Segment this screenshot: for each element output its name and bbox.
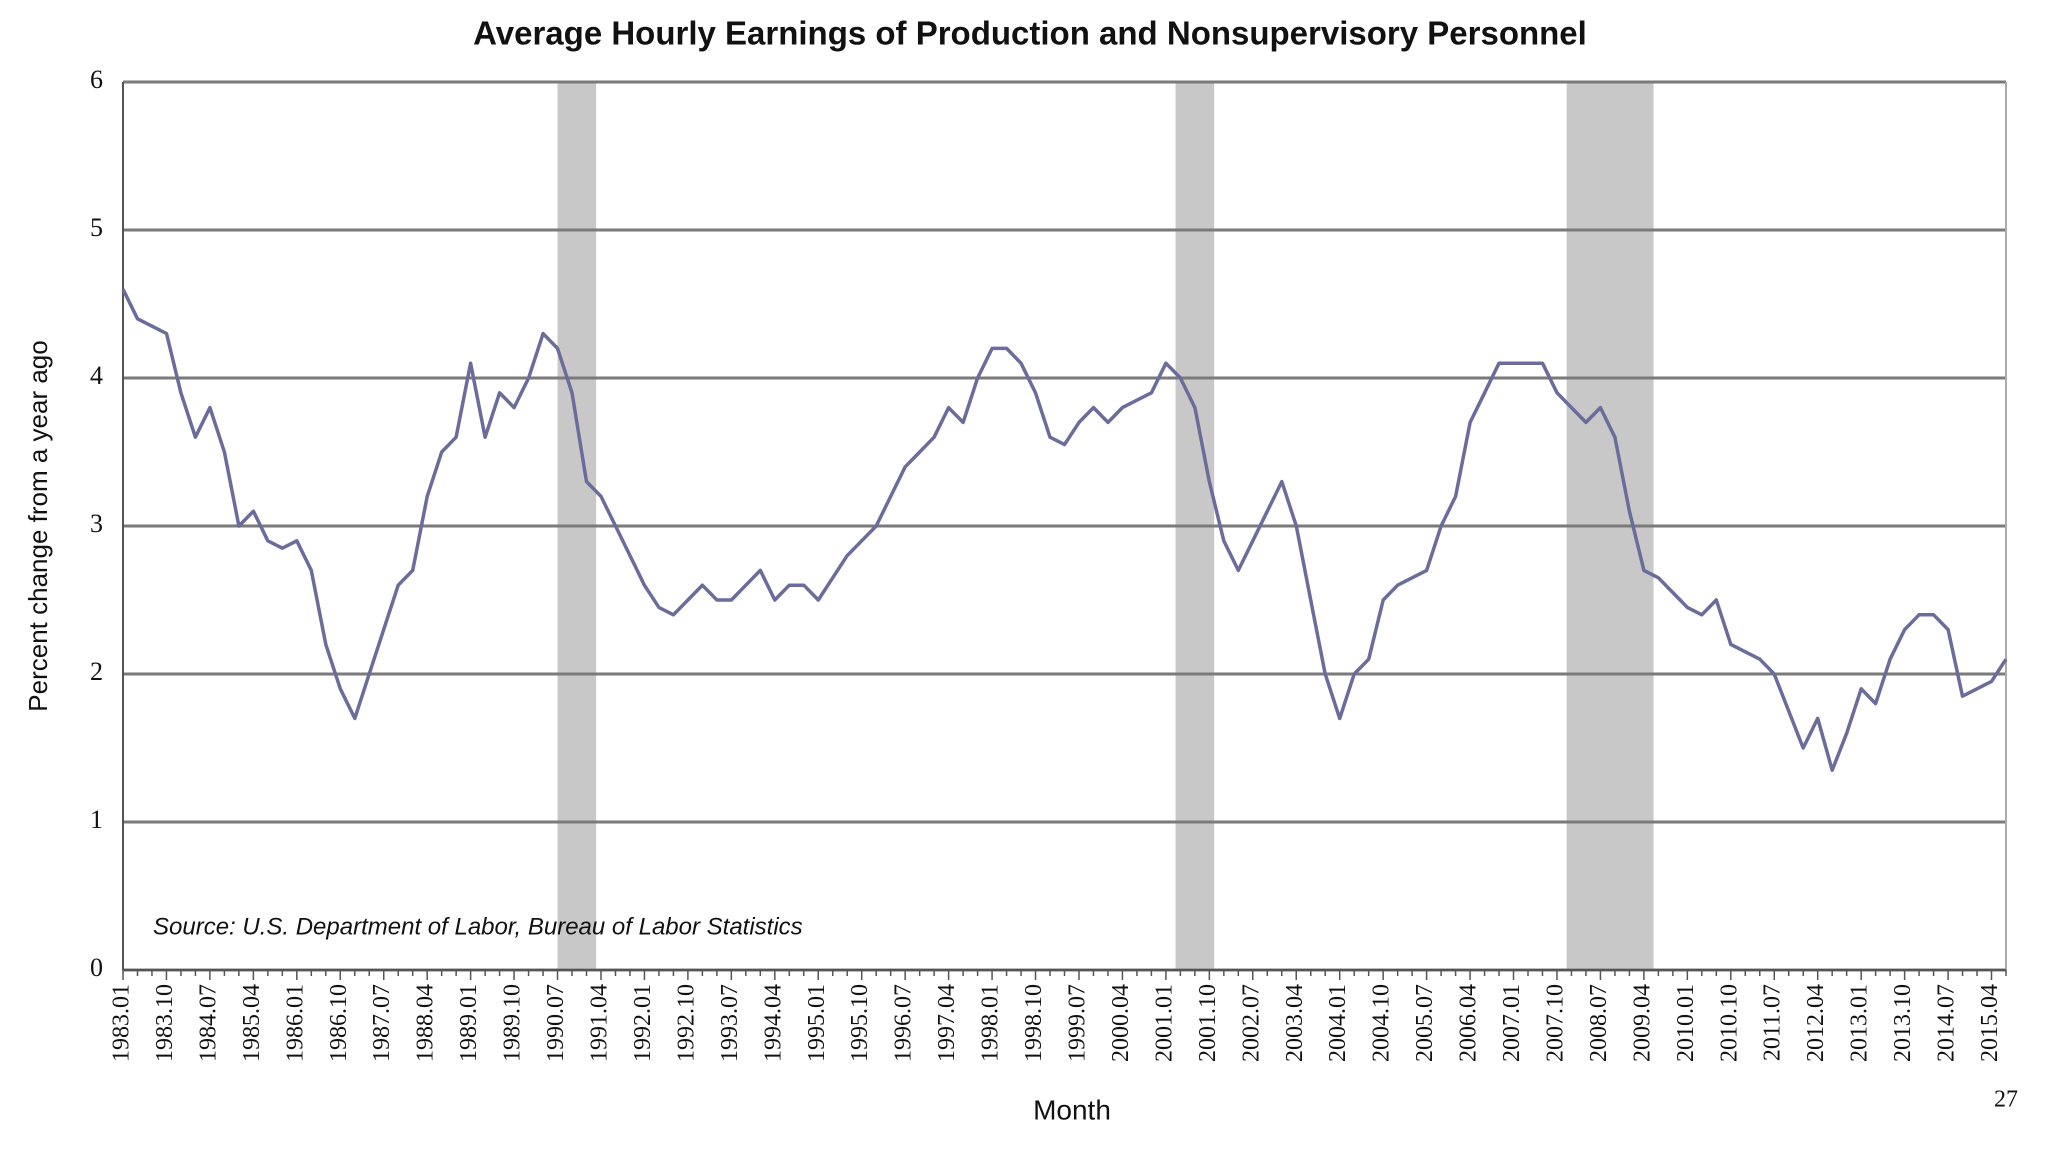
y-axis-label: Percent change from a year ago bbox=[23, 340, 53, 711]
x-tick-label: 1988.04 bbox=[413, 984, 439, 1062]
y-tick-label: 3 bbox=[90, 509, 103, 538]
x-tick-label: 2010.10 bbox=[1716, 984, 1742, 1062]
x-tick-label: 2006.04 bbox=[1456, 984, 1482, 1062]
x-tick-label: 2007.10 bbox=[1542, 984, 1568, 1062]
x-tick-label: 1991.04 bbox=[586, 984, 612, 1062]
x-tick-label: 1993.07 bbox=[717, 984, 743, 1062]
x-tick-label: 2002.07 bbox=[1238, 984, 1264, 1062]
chart-title: Average Hourly Earnings of Production an… bbox=[473, 15, 1587, 52]
x-tick-label: 2012.04 bbox=[1803, 984, 1829, 1062]
y-tick-label: 0 bbox=[90, 953, 103, 982]
y-tick-label: 2 bbox=[90, 657, 103, 686]
x-tick-label: 2008.07 bbox=[1586, 984, 1612, 1062]
x-tick-label: 2014.07 bbox=[1934, 984, 1960, 1062]
x-tick-label: 1983.10 bbox=[152, 984, 178, 1062]
page-number: 27 bbox=[1994, 1087, 2018, 1113]
x-tick-label: 1998.10 bbox=[1021, 984, 1047, 1062]
x-tick-label: 2000.04 bbox=[1108, 984, 1134, 1062]
x-tick-label: 1984.07 bbox=[195, 984, 221, 1062]
y-tick-label: 1 bbox=[90, 805, 103, 834]
x-tick-label: 2011.07 bbox=[1760, 984, 1786, 1061]
x-tick-label: 1998.01 bbox=[978, 984, 1004, 1062]
data-line bbox=[121, 288, 2008, 772]
x-tick-label: 2007.01 bbox=[1499, 984, 1525, 1062]
x-tick-label: 1986.10 bbox=[326, 984, 352, 1062]
x-tick-label: 1995.10 bbox=[847, 984, 873, 1062]
x-tick-label: 2003.04 bbox=[1282, 984, 1308, 1062]
x-tick-label: 2004.10 bbox=[1369, 984, 1395, 1062]
x-tick-label: 2001.10 bbox=[1195, 984, 1221, 1062]
y-tick-label: 6 bbox=[90, 65, 103, 94]
y-tick-label: 5 bbox=[90, 213, 103, 242]
x-tick-label: 2010.01 bbox=[1673, 984, 1699, 1062]
x-tick-label: 1997.04 bbox=[934, 984, 960, 1062]
x-tick-label: 2015.04 bbox=[1977, 984, 2003, 1062]
x-tick-label: 1985.04 bbox=[239, 984, 265, 1062]
source-note: Source: U.S. Department of Labor, Bureau… bbox=[153, 913, 803, 940]
x-tick-label: 2005.07 bbox=[1412, 984, 1438, 1062]
x-tick-label: 1992.01 bbox=[630, 984, 656, 1062]
x-tick-label: 2009.04 bbox=[1629, 984, 1655, 1062]
x-tick-label: 1986.01 bbox=[282, 984, 308, 1062]
y-tick-label: 4 bbox=[90, 361, 103, 390]
x-tick-label: 2013.01 bbox=[1847, 984, 1873, 1062]
x-tick-label: 1989.10 bbox=[500, 984, 526, 1062]
x-tick-label: 1994.04 bbox=[760, 984, 786, 1062]
x-tick-label: 2013.10 bbox=[1890, 984, 1916, 1062]
x-tick-label: 1995.01 bbox=[804, 984, 830, 1062]
x-tick-label: 2001.01 bbox=[1151, 984, 1177, 1062]
x-tick-label: 1987.07 bbox=[369, 984, 395, 1062]
x-tick-label: 1990.07 bbox=[543, 984, 569, 1062]
x-tick-label: 1996.07 bbox=[891, 984, 917, 1062]
x-tick-label: 1992.10 bbox=[673, 984, 699, 1062]
x-tick-label: 2004.01 bbox=[1325, 984, 1351, 1062]
x-axis-label: Month bbox=[1033, 1094, 1111, 1125]
x-tick-label: 1999.07 bbox=[1064, 984, 1090, 1062]
x-tick-label: 1983.01 bbox=[109, 984, 135, 1062]
x-tick-label: 1989.01 bbox=[456, 984, 482, 1062]
